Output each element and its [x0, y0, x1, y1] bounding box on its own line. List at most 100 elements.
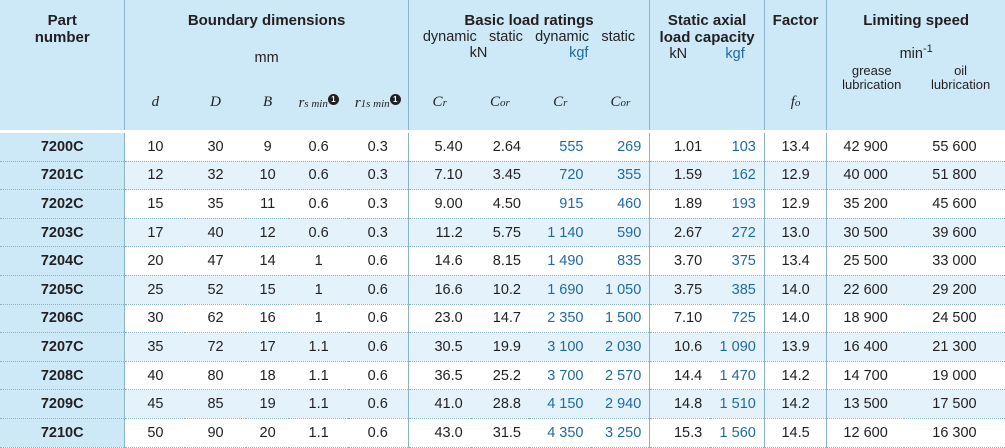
lubrication-labels: grease lubrication oil lubrication — [827, 62, 1005, 92]
table-row: 7206C 30 62 16 1 0.6 23.0 14.7 2 350 1 500 7.10 725… — [0, 304, 1005, 334]
cell-d: 35 — [124, 332, 186, 362]
cell-grease: 14 700 — [826, 361, 904, 391]
cell-B: 11 — [245, 189, 290, 219]
cell-d: 20 — [124, 246, 186, 276]
cell-cor-kn: 10.2 — [470, 275, 529, 305]
cell-d: 50 — [124, 418, 186, 448]
col-cr-kn: Cr — [407, 94, 471, 132]
part-number-cell: 7201C — [0, 161, 125, 191]
col-r1s: r1s min 1 — [347, 94, 409, 132]
cell-rs: 0.6 — [289, 161, 348, 191]
col-cor-kn: Cor — [470, 94, 529, 132]
cell-grease: 35 200 — [826, 189, 904, 219]
cell-fo: 13.4 — [763, 246, 827, 276]
cell-cor-kgf: 269 — [591, 130, 650, 162]
cell-grease: 42 900 — [826, 130, 904, 162]
cell-axial-kn: 1.01 — [649, 130, 711, 162]
cell-B: 12 — [245, 218, 290, 248]
sym-cr-kgf-sub: r — [563, 97, 568, 110]
col-fo: fo — [763, 94, 827, 132]
col-grease — [826, 94, 904, 132]
table-row: 7200C 10 30 9 0.6 0.3 5.40 2.64 555 269 1.01 103 13.… — [0, 130, 1005, 162]
part-number-cell: 7202C — [0, 189, 125, 219]
speed-unit: min-1 — [827, 43, 1005, 62]
cell-B: 19 — [245, 389, 290, 419]
cell-oil: 39 600 — [903, 218, 1005, 248]
table-row: 7201C 12 32 10 0.6 0.3 7.10 3.45 720 355 1.59 162 12… — [0, 161, 1005, 191]
sym-r1s-sub: 1s min — [360, 98, 390, 111]
cell-cor-kgf: 460 — [591, 189, 650, 219]
part-number-cell: 7203C — [0, 218, 125, 248]
cell-rs: 0.6 — [289, 218, 348, 248]
cell-r1s: 0.3 — [347, 189, 409, 219]
sym-rs-sub: s min — [304, 98, 328, 111]
speed-unit-exp: -1 — [922, 43, 933, 55]
col-oil — [903, 94, 1005, 132]
cell-B: 16 — [245, 304, 290, 334]
cell-d: 10 — [124, 130, 186, 162]
cell-cor-kgf: 2 030 — [591, 332, 650, 362]
cell-cr-kn: 23.0 — [407, 304, 471, 334]
cell-oil: 29 200 — [903, 275, 1005, 305]
cell-B: 14 — [245, 246, 290, 276]
cell-oil: 16 300 — [903, 418, 1005, 448]
cell-fo: 14.2 — [763, 361, 827, 391]
cell-cr-kn: 36.5 — [407, 361, 471, 391]
sym-fo: f — [790, 94, 795, 111]
cell-grease: 40 000 — [826, 161, 904, 191]
cell-cr-kn: 30.5 — [407, 332, 471, 362]
cell-oil: 55 600 — [903, 130, 1005, 162]
axial-unit-labels: kN kgf — [650, 46, 764, 62]
cell-oil: 19 000 — [903, 361, 1005, 391]
static-axial-title: Static axial load capacity — [659, 12, 755, 46]
cell-cor-kn: 5.75 — [470, 218, 529, 248]
cell-d: 15 — [124, 189, 186, 219]
cell-cr-kgf: 1 490 — [529, 246, 592, 276]
cell-r1s: 0.6 — [347, 332, 409, 362]
cell-cor-kn: 8.15 — [470, 246, 529, 276]
dynamic-label-1: dynamic — [422, 29, 477, 45]
cell-axial-kgf: 725 — [710, 304, 765, 334]
load-type-labels: dynamic static dynamic static — [409, 29, 650, 45]
table-row: 7210C 50 90 20 1.1 0.6 43.0 31.5 4 350 3 250 15.3 1… — [0, 418, 1005, 448]
speed-unit-base: min — [899, 45, 923, 62]
cell-cor-kn: 3.45 — [470, 161, 529, 191]
cell-fo: 14.5 — [763, 418, 827, 448]
cell-r1s: 0.6 — [347, 389, 409, 419]
cell-cor-kgf: 3 250 — [591, 418, 650, 448]
cell-rs: 1 — [289, 246, 348, 276]
cell-r1s: 0.3 — [347, 130, 409, 162]
col-d: d — [124, 94, 186, 132]
cell-fo: 14.0 — [763, 275, 827, 305]
cell-D: 72 — [185, 332, 246, 362]
cell-fo: 12.9 — [763, 161, 827, 191]
cell-cr-kn: 5.40 — [407, 130, 471, 162]
factor-header: Factor — [763, 0, 827, 95]
cell-D: 32 — [185, 161, 246, 191]
cell-cr-kgf: 720 — [529, 161, 592, 191]
sym-cr-kgf: C — [553, 94, 564, 111]
oil-label: oil lubrication — [930, 62, 991, 92]
cell-cor-kgf: 355 — [591, 161, 650, 191]
col-B: B — [245, 94, 290, 132]
limiting-speed-title: Limiting speed — [863, 12, 970, 29]
cell-axial-kgf: 1 560 — [710, 418, 765, 448]
cell-axial-kn: 2.67 — [649, 218, 711, 248]
cell-cor-kn: 28.8 — [470, 389, 529, 419]
cell-grease: 18 900 — [826, 304, 904, 334]
cell-cr-kgf: 3 100 — [529, 332, 592, 362]
part-number-cell: 7200C — [0, 130, 125, 162]
cell-cor-kgf: 590 — [591, 218, 650, 248]
cell-d: 17 — [124, 218, 186, 248]
cell-fo: 14.0 — [763, 304, 827, 334]
cell-axial-kn: 1.89 — [649, 189, 711, 219]
cell-d: 12 — [124, 161, 186, 191]
cell-D: 80 — [185, 361, 246, 391]
cell-D: 30 — [185, 130, 246, 162]
cell-axial-kgf: 385 — [710, 275, 765, 305]
cell-B: 17 — [245, 332, 290, 362]
cell-rs: 0.6 — [289, 130, 348, 162]
cell-axial-kgf: 1 510 — [710, 389, 765, 419]
col-rs: rs min 1 — [289, 94, 348, 132]
basic-load-ratings-header: Basic load ratings dynamic static dynami… — [407, 0, 650, 95]
